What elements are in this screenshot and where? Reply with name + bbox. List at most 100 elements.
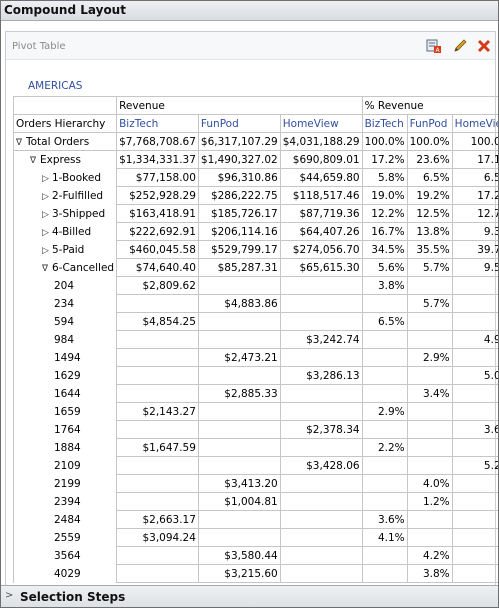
- table-cell: [361, 564, 408, 583]
- table-cell: 35.5%: [406, 240, 453, 259]
- table-cell: $222,692.91: [116, 222, 199, 241]
- table-cell: 34.5%: [361, 240, 408, 259]
- table-cell: [406, 456, 453, 475]
- row-label: 2109: [54, 459, 81, 472]
- table-cell: $4,854.25: [116, 312, 199, 331]
- table-cell: [197, 456, 281, 475]
- table-cell: 12.5%: [406, 204, 453, 223]
- brand-header[interactable]: FunPod: [197, 114, 281, 133]
- row-label-cell: ▷ 2-Fulfilled: [12, 186, 118, 205]
- table-cell: 5.2%: [451, 456, 498, 475]
- table-cell: 4.2%: [406, 546, 453, 565]
- expand-triangle-icon[interactable]: ▷: [42, 245, 49, 256]
- table-cell: 3.8%: [361, 276, 408, 295]
- brand-header[interactable]: BizTech: [361, 114, 408, 133]
- table-cell: $1,490,327.02: [197, 150, 281, 169]
- brand-header[interactable]: FunPod: [406, 114, 453, 133]
- table-row: 1629 $3,286.13 5.0%: [12, 366, 498, 385]
- expand-chevron-icon[interactable]: >: [5, 590, 14, 601]
- table-cell: [279, 510, 363, 529]
- selection-steps-bar[interactable]: > Selection Steps: [1, 585, 498, 607]
- table-cell: 16.7%: [361, 222, 408, 241]
- report-alert-icon[interactable]: A: [426, 38, 442, 54]
- collapse-triangle-icon[interactable]: ∇: [16, 137, 23, 148]
- table-cell: [451, 528, 498, 547]
- table-cell: [197, 312, 281, 331]
- table-cell: 100.0%: [361, 132, 408, 151]
- table-cell: $3,580.44: [197, 546, 281, 565]
- expand-triangle-icon[interactable]: ▷: [42, 209, 49, 220]
- row-label-cell: 2394: [12, 492, 118, 511]
- brand-header[interactable]: BizTech: [116, 114, 199, 133]
- table-cell: [197, 510, 281, 529]
- row-label: 1884: [54, 441, 81, 454]
- table-cell: $690,809.01: [279, 150, 363, 169]
- table-cell: [361, 456, 408, 475]
- row-label: 204: [54, 279, 75, 292]
- table-cell: 2.2%: [361, 438, 408, 457]
- table-cell: 3.6%: [451, 420, 498, 439]
- row-label-cell: 2559: [12, 528, 118, 547]
- row-label: 1629: [54, 369, 81, 382]
- table-cell: [451, 564, 498, 583]
- table-cell: [279, 348, 363, 367]
- table-cell: 39.7%: [451, 240, 498, 259]
- table-cell: [116, 546, 199, 565]
- collapse-triangle-icon[interactable]: ∇: [30, 155, 37, 166]
- row-label-cell: ∇ Total Orders: [12, 132, 118, 151]
- table-cell: [451, 474, 498, 493]
- table-cell: [116, 492, 199, 511]
- row-label: 2559: [54, 531, 81, 544]
- table-cell: [361, 294, 408, 313]
- table-cell: 5.7%: [406, 294, 453, 313]
- table-cell: $3,242.74: [279, 330, 363, 349]
- expand-triangle-icon[interactable]: ▷: [42, 173, 49, 184]
- pencil-edit-icon[interactable]: [452, 38, 468, 54]
- table-cell: 23.6%: [406, 150, 453, 169]
- table-cell: $7,768,708.67: [116, 132, 199, 151]
- table-cell: [197, 330, 281, 349]
- row-label: 594: [54, 315, 75, 328]
- table-cell: [451, 312, 498, 331]
- collapse-triangle-icon[interactable]: ∇: [42, 263, 49, 274]
- expand-triangle-icon[interactable]: ▷: [42, 191, 49, 202]
- window-title: Compound Layout: [4, 3, 126, 17]
- table-cell: 4.9%: [451, 330, 498, 349]
- table-cell: [279, 528, 363, 547]
- table-cell: $1,004.81: [197, 492, 281, 511]
- table-cell: $2,473.21: [197, 348, 281, 367]
- table-cell: $2,663.17: [116, 510, 199, 529]
- table-row: ▷ 4-Billed $222,692.91 $206,114.16 $64,407.2…: [12, 222, 498, 241]
- table-row: 1494 $2,473.21 2.9%: [12, 348, 498, 367]
- table-cell: 2.9%: [361, 402, 408, 421]
- table-cell: $3,413.20: [197, 474, 281, 493]
- table-cell: [361, 474, 408, 493]
- corner-cell: [12, 96, 118, 115]
- table-cell: 5.6%: [361, 258, 408, 277]
- expand-triangle-icon[interactable]: ▷: [42, 227, 49, 238]
- table-cell: [197, 438, 281, 457]
- row-label: 1494: [54, 351, 81, 364]
- table-cell: 6.5%: [361, 312, 408, 331]
- table-cell: [451, 546, 498, 565]
- table-row: ▷ 3-Shipped $163,418.91 $185,726.17 $87,719.…: [12, 204, 498, 223]
- table-cell: $529,799.17: [197, 240, 281, 259]
- table-cell: $4,883.86: [197, 294, 281, 313]
- table-cell: $185,726.17: [197, 204, 281, 223]
- table-cell: 4.0%: [406, 474, 453, 493]
- table-cell: [116, 366, 199, 385]
- row-label-cell: ▷ 5-Paid: [12, 240, 118, 259]
- close-x-icon[interactable]: [476, 38, 492, 54]
- table-cell: $64,407.26: [279, 222, 363, 241]
- table-cell: $118,517.46: [279, 186, 363, 205]
- brand-header[interactable]: HomeView: [451, 114, 498, 133]
- table-cell: $2,378.34: [279, 420, 363, 439]
- table-row: 234 $4,883.86 5.7%: [12, 294, 498, 313]
- row-label: Express: [40, 153, 82, 166]
- brand-header[interactable]: HomeView: [279, 114, 363, 133]
- table-cell: [361, 330, 408, 349]
- table-cell: 9.3%: [451, 222, 498, 241]
- table-cell: $96,310.86: [197, 168, 281, 187]
- table-cell: $252,928.29: [116, 186, 199, 205]
